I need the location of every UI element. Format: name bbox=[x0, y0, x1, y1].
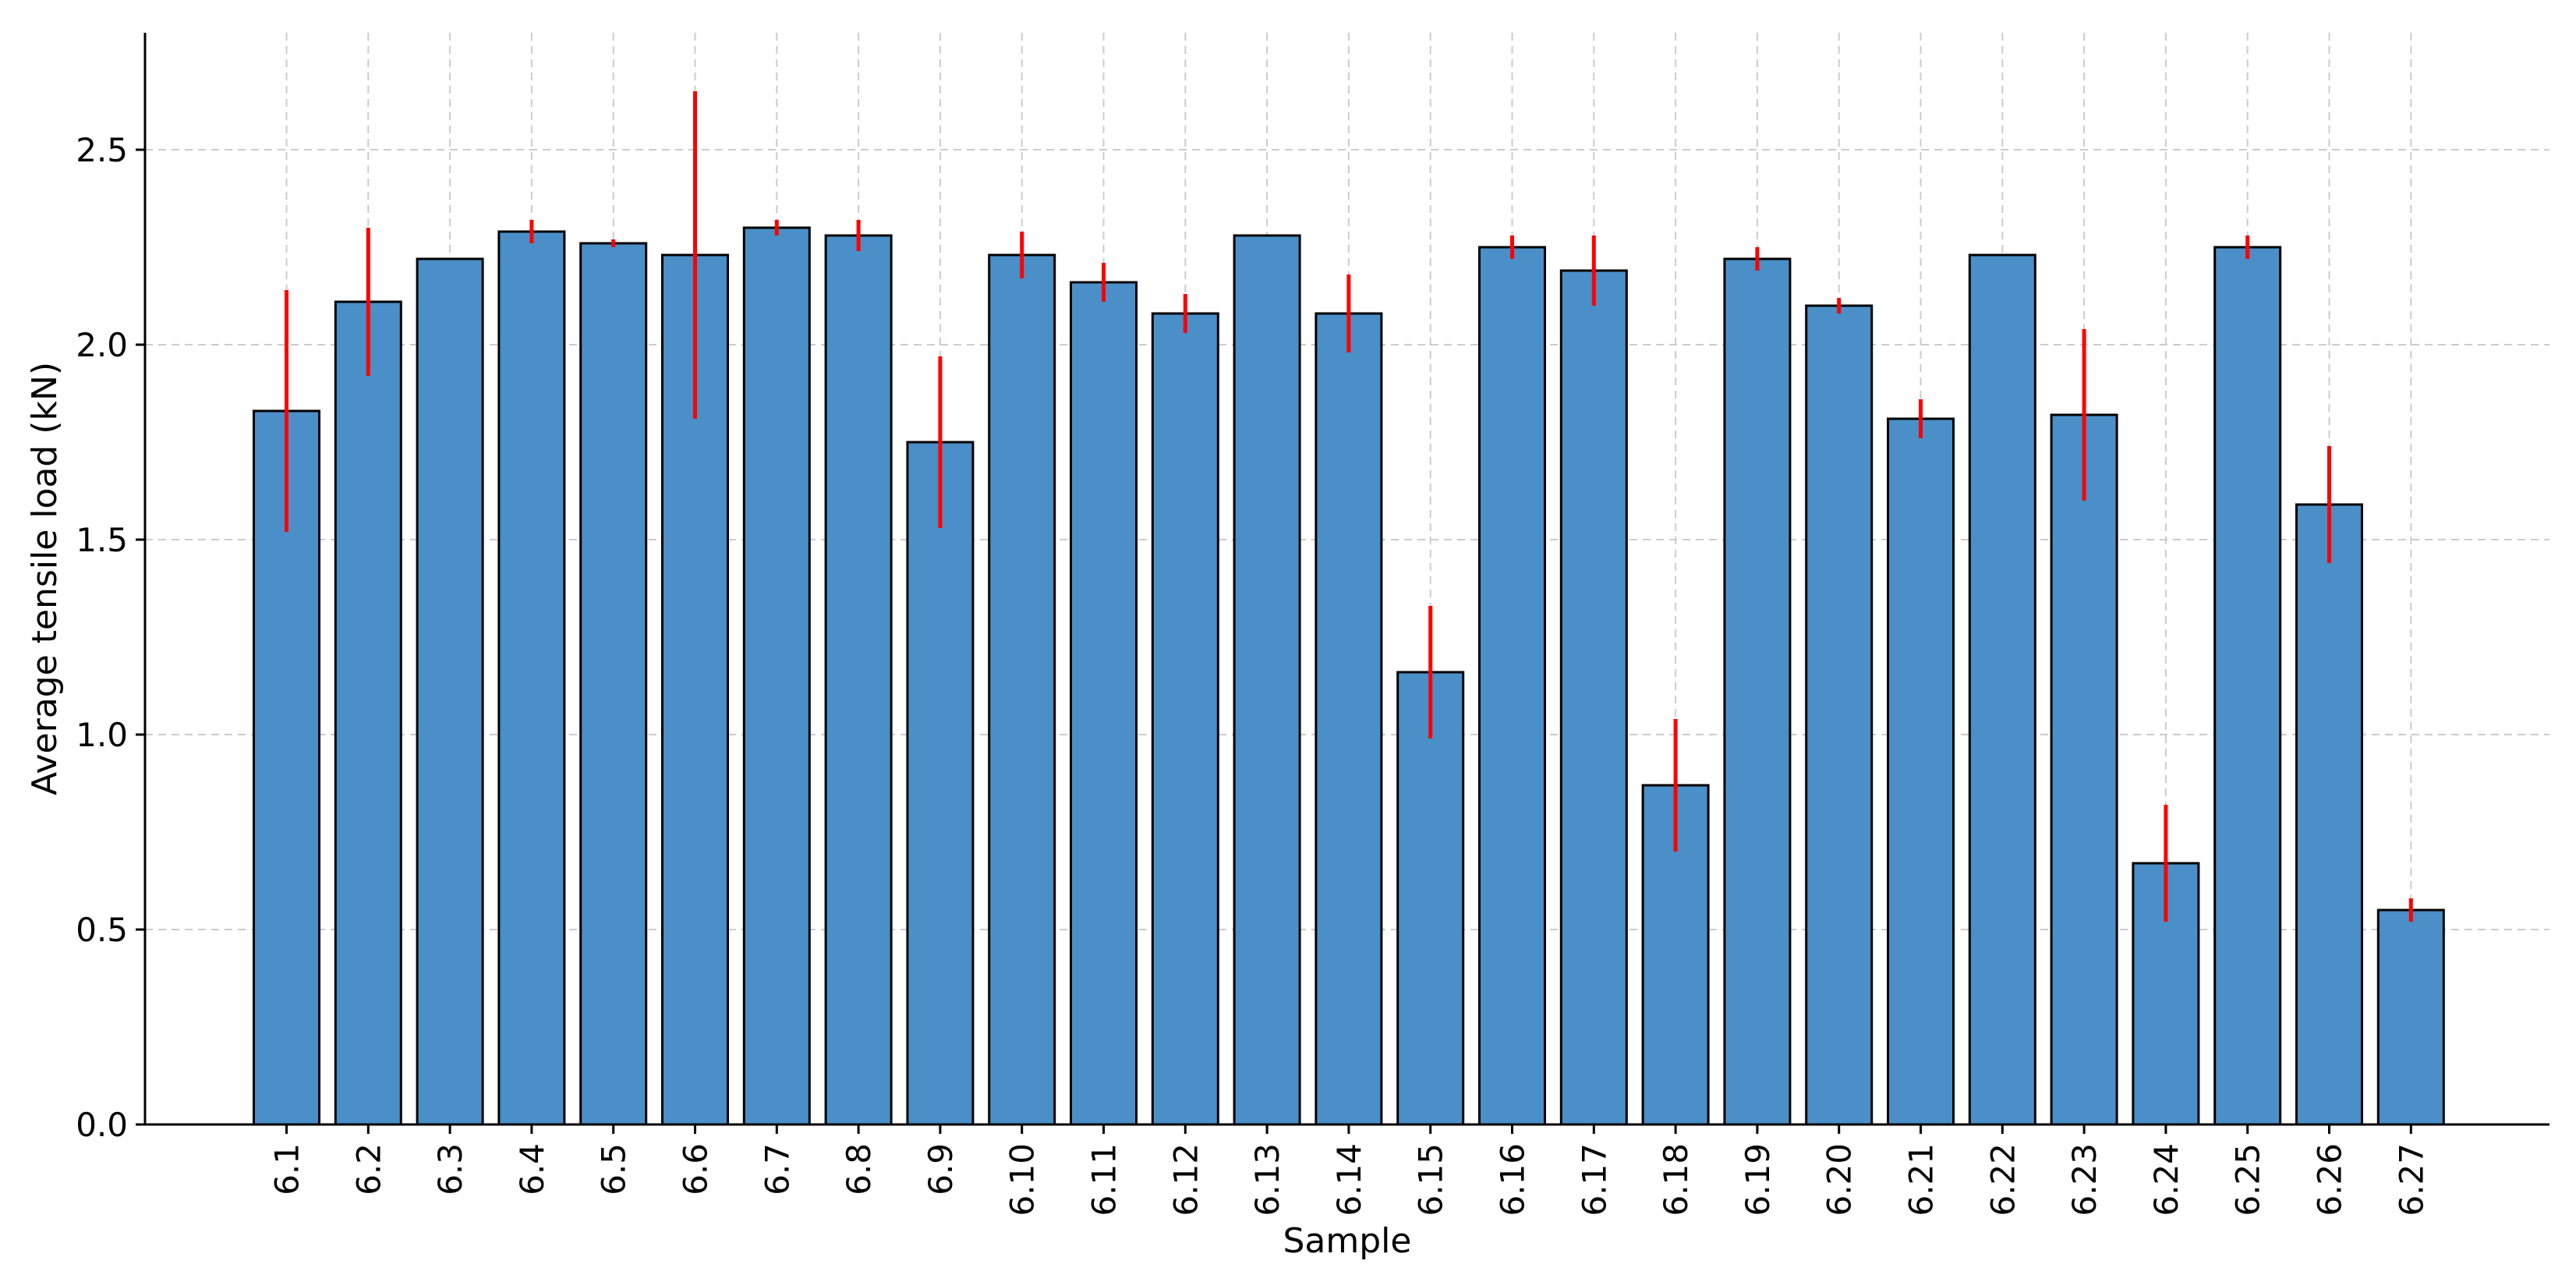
x-tick-label: 6.27 bbox=[2392, 1143, 2430, 1216]
error-bar-layer bbox=[285, 91, 2413, 922]
bar-6.5 bbox=[579, 242, 648, 1126]
bar-6.15 bbox=[1396, 671, 1465, 1126]
y-tick-layer: 0.0 0.5 1.0 1.5 2.0 2.5 bbox=[76, 131, 145, 1144]
x-tick-label: 6.5 bbox=[595, 1143, 633, 1195]
y-tick-label: 1.5 bbox=[76, 521, 128, 559]
x-tick-label: 6.6 bbox=[677, 1143, 715, 1195]
bar-6.13 bbox=[1233, 234, 1301, 1126]
x-tick-label: 6.17 bbox=[1575, 1143, 1613, 1216]
bar-6.14 bbox=[1315, 312, 1383, 1126]
x-tick-label: 6.16 bbox=[1494, 1143, 1532, 1216]
bar-6.27 bbox=[2376, 908, 2445, 1126]
x-tick-label: 6.7 bbox=[758, 1143, 796, 1195]
x-tick-label: 6.23 bbox=[2065, 1143, 2104, 1216]
bar-6.26 bbox=[2295, 503, 2363, 1126]
bar-6.7 bbox=[742, 226, 811, 1126]
x-tick-label: 6.26 bbox=[2311, 1143, 2349, 1216]
x-tick-label: 6.24 bbox=[2147, 1143, 2185, 1216]
x-tick-label: 6.3 bbox=[431, 1143, 469, 1195]
x-tick-label: 6.20 bbox=[1821, 1143, 1859, 1216]
x-tick-label: 6.12 bbox=[1166, 1143, 1205, 1216]
y-tick-label: 1.0 bbox=[76, 716, 128, 754]
y-tick-label: 2.5 bbox=[76, 131, 128, 169]
bar-6.25 bbox=[2213, 246, 2282, 1126]
x-tick-label: 6.2 bbox=[349, 1143, 387, 1195]
x-tick-label: 6.18 bbox=[1657, 1143, 1695, 1216]
bar-6.23 bbox=[2050, 413, 2118, 1126]
x-axis-title: Sample bbox=[1283, 1221, 1412, 1261]
bar-6.16 bbox=[1478, 246, 1546, 1126]
x-tick-label: 6.13 bbox=[1248, 1143, 1286, 1216]
x-tick-label: 6.14 bbox=[1330, 1143, 1368, 1216]
x-tick-label: 6.1 bbox=[268, 1143, 306, 1195]
x-tick-layer: 6.1 6.2 6.3 6.4 6.5 6.6 6.7 6.8 6.9 6.10 6.11 6.12 6… bbox=[268, 1124, 2430, 1216]
bar-layer bbox=[253, 226, 2445, 1126]
bar-6.8 bbox=[824, 234, 893, 1126]
x-tick-label: 6.4 bbox=[513, 1143, 551, 1195]
y-axis-title: Average tensile load (kN) bbox=[25, 362, 65, 795]
bar-6.22 bbox=[1968, 253, 2036, 1126]
x-tick-label: 6.8 bbox=[840, 1143, 878, 1195]
bar-6.12 bbox=[1151, 312, 1219, 1126]
x-tick-label: 6.10 bbox=[1003, 1143, 1042, 1216]
bar-6.19 bbox=[1723, 257, 1792, 1126]
y-tick-label: 0.0 bbox=[76, 1106, 128, 1144]
x-tick-label: 6.22 bbox=[1983, 1143, 2022, 1216]
x-tick-label: 6.21 bbox=[1902, 1143, 1941, 1216]
x-tick-label: 6.15 bbox=[1412, 1143, 1450, 1216]
x-tick-label: 6.9 bbox=[922, 1143, 960, 1195]
x-tick-label: 6.25 bbox=[2229, 1143, 2267, 1216]
y-tick-label: 2.0 bbox=[76, 326, 128, 364]
bar-6.10 bbox=[988, 253, 1056, 1126]
bar-6.11 bbox=[1070, 281, 1138, 1126]
bar-6.21 bbox=[1887, 417, 1955, 1126]
x-tick-label: 6.19 bbox=[1739, 1143, 1777, 1216]
bar-6.3 bbox=[416, 257, 484, 1126]
x-tick-label: 6.11 bbox=[1085, 1143, 1123, 1216]
bar-6.2 bbox=[334, 300, 402, 1126]
bar-6.4 bbox=[497, 230, 566, 1126]
axis-layer bbox=[143, 33, 2549, 1126]
y-tick-label: 0.5 bbox=[76, 911, 128, 949]
bar-6.20 bbox=[1805, 304, 1874, 1126]
bar-6.9 bbox=[906, 441, 975, 1126]
bar-6.17 bbox=[1559, 269, 1628, 1126]
